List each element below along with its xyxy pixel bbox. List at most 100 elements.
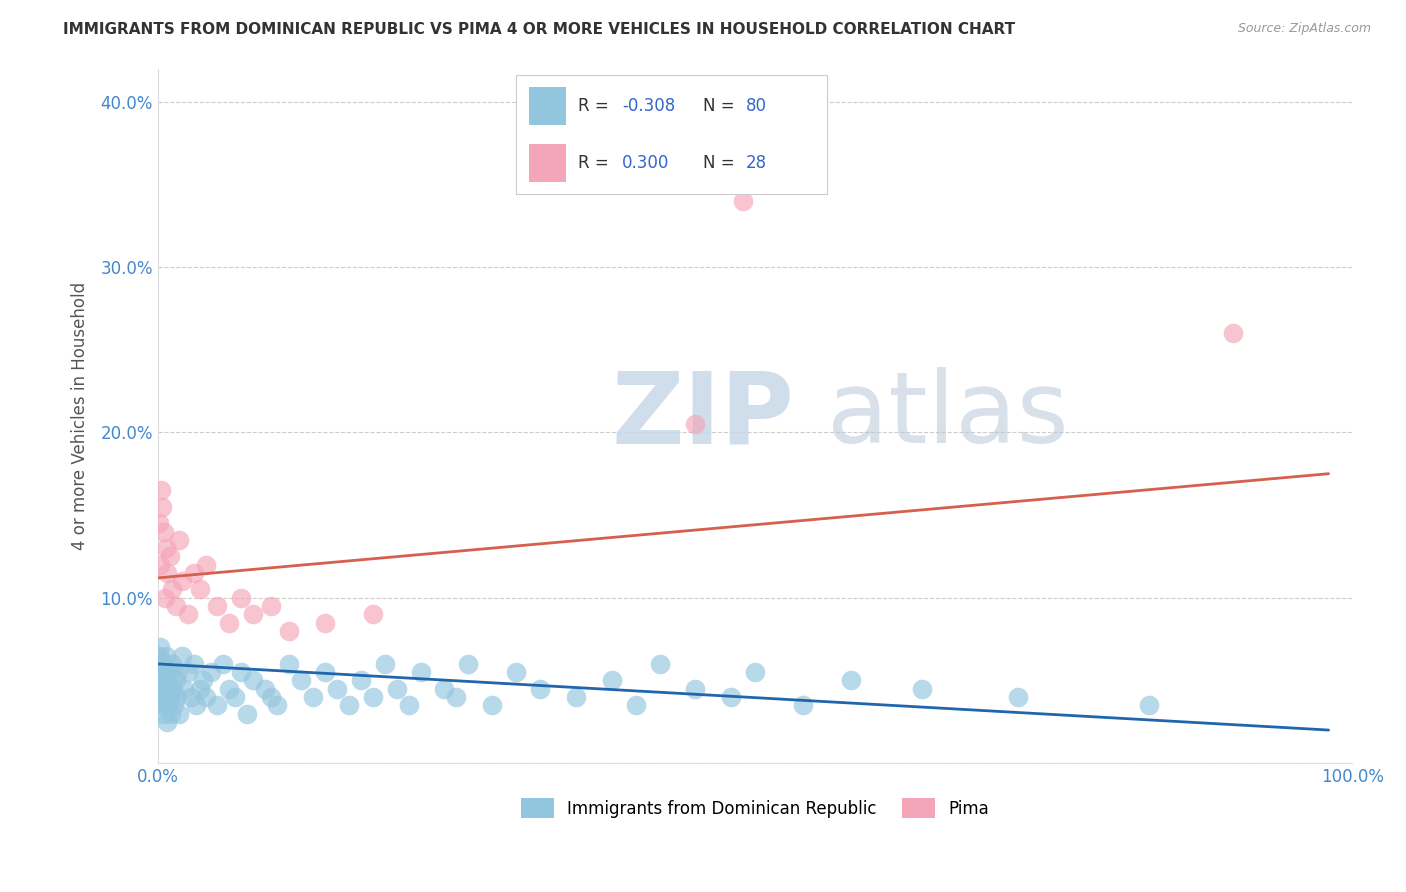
Point [149,673,172,688]
Point [481,698,503,713]
Point [242,673,264,688]
Point [150,690,173,704]
Point [152,681,174,696]
Point [167,665,190,680]
Point [839,673,862,688]
Point [162,681,184,696]
Point [361,607,384,622]
Point [624,698,647,713]
Point [529,681,551,696]
Point [152,657,174,671]
Text: atlas: atlas [827,368,1069,465]
Point [152,698,174,713]
Point [194,690,217,704]
Point [183,566,205,580]
Point [170,574,193,589]
Point [170,648,193,663]
Point [720,690,742,704]
Point [733,194,755,208]
Point [326,681,349,696]
Point [231,591,253,605]
Text: Source: ZipAtlas.com: Source: ZipAtlas.com [1237,22,1371,36]
Point [188,582,211,597]
Point [278,624,301,638]
Point [218,615,240,630]
Text: ZIP: ZIP [612,368,794,465]
Point [159,549,181,564]
Point [1137,698,1160,713]
Point [148,648,170,663]
Point [150,483,173,498]
Point [314,615,336,630]
Point [148,516,170,531]
Point [157,681,180,696]
Point [254,681,277,696]
Point [207,599,229,613]
Point [150,657,173,671]
Point [152,524,174,539]
Point [433,681,456,696]
Point [792,698,814,713]
Point [685,417,707,431]
Legend: Immigrants from Dominican Republic, Pima: Immigrants from Dominican Republic, Pima [515,792,995,824]
Point [165,673,187,688]
Point [167,533,190,547]
Point [744,665,766,680]
Point [166,690,188,704]
Point [149,640,172,655]
Point [180,690,202,704]
Point [148,665,170,680]
Point [160,657,183,671]
Point [191,673,214,688]
Point [156,566,179,580]
Point [290,673,312,688]
Point [153,690,176,704]
Point [183,657,205,671]
Point [156,673,179,688]
Point [149,681,172,696]
Text: IMMIGRANTS FROM DOMINICAN REPUBLIC VS PIMA 4 OR MORE VEHICLES IN HOUSEHOLD CORRE: IMMIGRANTS FROM DOMINICAN REPUBLIC VS PI… [63,22,1015,37]
Point [374,657,396,671]
Point [361,690,384,704]
Point [150,673,173,688]
Point [302,690,325,704]
Point [600,673,623,688]
Point [159,665,181,680]
Point [260,599,283,613]
Point [153,591,176,605]
Point [184,698,207,713]
Point [159,690,181,704]
Point [398,698,420,713]
Point [685,681,707,696]
Point [236,706,259,721]
Point [165,599,187,613]
Point [176,607,198,622]
Point [350,673,373,688]
Point [200,665,222,680]
Point [188,681,211,696]
Point [1222,326,1244,340]
Point [231,665,253,680]
Point [155,698,177,713]
Point [457,657,479,671]
Point [152,500,174,514]
Point [446,690,468,704]
Point [1007,690,1029,704]
Point [160,706,183,721]
Point [409,665,432,680]
Point [266,698,288,713]
Point [337,698,360,713]
Point [155,541,177,555]
Point [505,665,527,680]
Point [212,657,235,671]
Point [224,690,246,704]
Point [149,558,172,572]
Point [385,681,408,696]
Point [565,690,588,704]
Point [218,681,240,696]
Point [156,714,179,729]
Point [278,657,301,671]
Point [160,582,183,597]
Point [176,665,198,680]
Point [242,607,264,622]
